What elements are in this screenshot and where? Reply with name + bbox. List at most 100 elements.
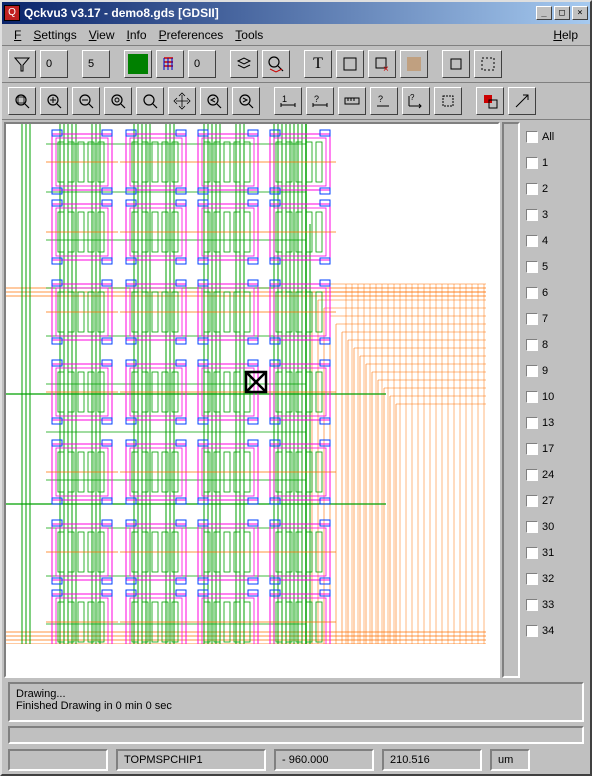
layer-row[interactable]: 7	[522, 306, 588, 332]
outline-mode-button[interactable]	[156, 50, 184, 78]
svg-text:?: ?	[378, 94, 383, 104]
layer-checkbox[interactable]	[526, 469, 538, 481]
fill-color-button[interactable]	[124, 50, 152, 78]
layer-all-row[interactable]: All	[522, 124, 588, 150]
footer-coord-y: 210.516	[382, 749, 482, 771]
layer-all-checkbox[interactable]	[526, 131, 538, 143]
layer-checkbox[interactable]	[526, 209, 538, 221]
menu-help[interactable]: Help	[547, 26, 584, 44]
layer-row[interactable]: 27	[522, 488, 588, 514]
layer-checkbox[interactable]	[526, 313, 538, 325]
layer-row[interactable]: 8	[522, 332, 588, 358]
layer-checkbox[interactable]	[526, 157, 538, 169]
menu-settings[interactable]: Settings	[27, 26, 82, 44]
pan-button[interactable]	[168, 87, 196, 115]
menu-file[interactable]: F	[8, 26, 27, 44]
layer-row[interactable]: 3	[522, 202, 588, 228]
measure-xy-button[interactable]: ?	[402, 87, 430, 115]
layer-checkbox[interactable]	[526, 521, 538, 533]
menu-view[interactable]: View	[83, 26, 121, 44]
svg-text:?: ?	[410, 93, 415, 102]
arrow-button[interactable]	[508, 87, 536, 115]
zoom-fit-button[interactable]	[8, 87, 36, 115]
horizontal-scrollbar[interactable]	[8, 726, 584, 744]
close-button[interactable]: ×	[572, 6, 588, 20]
layer-checkbox[interactable]	[526, 365, 538, 377]
zoom-1to1-button[interactable]	[136, 87, 164, 115]
crop-button[interactable]	[434, 87, 462, 115]
menu-preferences[interactable]: Preferences	[153, 26, 230, 44]
main-row: All 12345678910131724273031323334	[2, 120, 590, 680]
status-line-1: Drawing...	[16, 688, 576, 700]
layer-row[interactable]: 10	[522, 384, 588, 410]
layer-row[interactable]: 6	[522, 280, 588, 306]
toolbar-row-1: 0 5 0 T ×	[2, 46, 590, 83]
zoom-sel-button[interactable]	[104, 87, 132, 115]
layer-checkbox[interactable]	[526, 183, 538, 195]
layer-row[interactable]: 31	[522, 540, 588, 566]
layers-zoom-button[interactable]	[262, 50, 290, 78]
select-rect-delete-button[interactable]: ×	[368, 50, 396, 78]
layer-row[interactable]: 13	[522, 410, 588, 436]
layer-label: 30	[542, 521, 554, 533]
filter-button[interactable]	[8, 50, 36, 78]
layer-row[interactable]: 33	[522, 592, 588, 618]
select-rect-button[interactable]	[336, 50, 364, 78]
layer-row[interactable]: 2	[522, 176, 588, 202]
zoom-prev-button[interactable]	[200, 87, 228, 115]
highlight-button[interactable]	[476, 87, 504, 115]
layer-row[interactable]: 34	[522, 618, 588, 644]
layout-canvas[interactable]	[4, 122, 500, 678]
layer-label: 1	[542, 157, 548, 169]
zoom-next-button[interactable]	[232, 87, 260, 115]
status-box: Drawing... Finished Drawing in 0 min 0 s…	[8, 682, 584, 722]
layer-row[interactable]: 4	[522, 228, 588, 254]
zoom-out-button[interactable]	[72, 87, 100, 115]
layer-checkbox[interactable]	[526, 599, 538, 611]
layer-row[interactable]: 17	[522, 436, 588, 462]
vertical-scrollbar[interactable]	[502, 122, 520, 678]
layer-panel: All 12345678910131724273031323334	[520, 120, 590, 680]
layer-checkbox[interactable]	[526, 443, 538, 455]
layer-row[interactable]: 5	[522, 254, 588, 280]
layer-checkbox[interactable]	[526, 261, 538, 273]
layer-row[interactable]: 1	[522, 150, 588, 176]
level-0-button[interactable]: 0	[188, 50, 216, 78]
layer-label: 7	[542, 313, 548, 325]
footer-coord-x: - 960.000	[274, 749, 374, 771]
maximize-button[interactable]: □	[554, 6, 570, 20]
layer-checkbox[interactable]	[526, 235, 538, 247]
layer-checkbox[interactable]	[526, 287, 538, 299]
text-button[interactable]: T	[304, 50, 332, 78]
menu-tools[interactable]: Tools	[229, 26, 269, 44]
layer-row[interactable]: 9	[522, 358, 588, 384]
layer-row[interactable]: 30	[522, 514, 588, 540]
hatch-fill-button[interactable]	[400, 50, 428, 78]
layer-checkbox[interactable]	[526, 625, 538, 637]
layer-label: 5	[542, 261, 548, 273]
layers-stack-button[interactable]	[230, 50, 258, 78]
layer-label: 31	[542, 547, 554, 559]
nesting-0-button[interactable]: 0	[40, 50, 68, 78]
outline-rect-button[interactable]	[442, 50, 470, 78]
layer-label: 17	[542, 443, 554, 455]
zoom-in-button[interactable]	[40, 87, 68, 115]
menu-info[interactable]: Info	[121, 26, 153, 44]
layer-checkbox[interactable]	[526, 495, 538, 507]
layer-checkbox[interactable]	[526, 573, 538, 585]
layer-checkbox[interactable]	[526, 417, 538, 429]
measure-q-button[interactable]: ?	[370, 87, 398, 115]
minimize-button[interactable]: _	[536, 6, 552, 20]
ruler-q-button[interactable]: ?	[306, 87, 334, 115]
svg-text:?: ?	[314, 94, 319, 104]
ruler-1-button[interactable]: 1	[274, 87, 302, 115]
layer-checkbox[interactable]	[526, 391, 538, 403]
measure-button[interactable]	[338, 87, 366, 115]
nesting-5-button[interactable]: 5	[82, 50, 110, 78]
layer-row[interactable]: 24	[522, 462, 588, 488]
marquee-button[interactable]	[474, 50, 502, 78]
status-line-2: Finished Drawing in 0 min 0 sec	[16, 700, 576, 712]
layer-checkbox[interactable]	[526, 339, 538, 351]
layer-checkbox[interactable]	[526, 547, 538, 559]
layer-row[interactable]: 32	[522, 566, 588, 592]
